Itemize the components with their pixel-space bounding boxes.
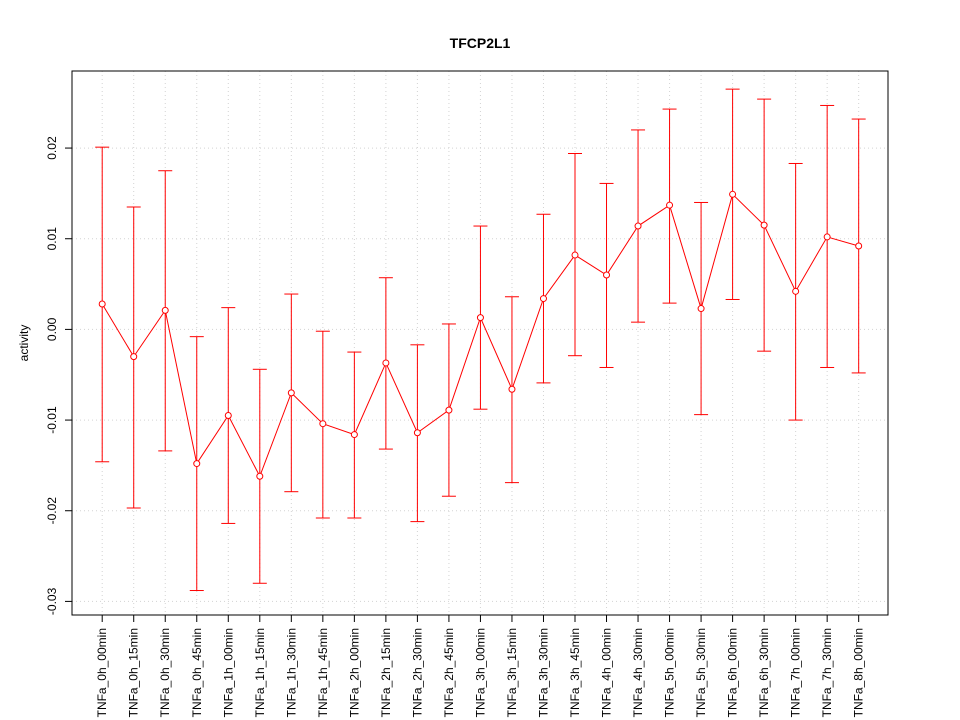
data-point xyxy=(539,295,547,303)
data-point xyxy=(729,190,737,198)
x-tick-label: TNFa_0h_00min xyxy=(95,628,109,717)
data-point xyxy=(413,429,421,437)
data-point xyxy=(256,472,264,480)
data-point xyxy=(571,251,579,259)
x-tick-label: TNFa_3h_15min xyxy=(505,628,519,717)
data-point xyxy=(130,353,138,361)
x-tick-label: TNFa_0h_15min xyxy=(127,628,141,717)
x-tick-label: TNFa_6h_00min xyxy=(726,628,740,717)
data-point xyxy=(224,412,232,420)
y-tick-label: 0.01 xyxy=(45,227,59,251)
x-tick-label: TNFa_2h_15min xyxy=(379,628,393,717)
x-tick-label: TNFa_2h_45min xyxy=(442,628,456,717)
axes: -0.03 -0.02 -0.01 0.00 0.01 0.02 TNFa_0h_00min… xyxy=(45,136,866,717)
x-tick-label: TNFa_2h_30min xyxy=(410,628,424,717)
x-tick-label: TNFa_7h_30min xyxy=(820,628,834,717)
x-tick-label: TNFa_5h_30min xyxy=(694,628,708,717)
data-point xyxy=(193,460,201,468)
data-point xyxy=(697,305,705,313)
x-tick-label: TNFa_1h_15min xyxy=(253,628,267,717)
data-point xyxy=(760,221,768,229)
y-axis-label: activity xyxy=(17,325,31,362)
x-tick-label: TNFa_0h_45min xyxy=(190,628,204,717)
x-tick-label: TNFa_0h_30min xyxy=(158,628,172,717)
x-tick-label: TNFa_3h_45min xyxy=(568,628,582,717)
x-tick-label: TNFa_1h_30min xyxy=(284,628,298,717)
x-tick-label: TNFa_3h_00min xyxy=(473,628,487,717)
data-point xyxy=(634,222,642,230)
x-tick-label: TNFa_1h_45min xyxy=(316,628,330,717)
data-point xyxy=(792,287,800,295)
data-series xyxy=(95,88,866,592)
data-point xyxy=(445,406,453,414)
plot-frame xyxy=(71,70,889,616)
x-tick-label: TNFa_5h_00min xyxy=(663,628,677,717)
data-point xyxy=(508,385,516,393)
data-point xyxy=(161,306,169,314)
y-tick-label: 0.00 xyxy=(45,317,59,341)
chart-title: TFCP2L1 xyxy=(450,35,511,51)
y-tick-label: -0.02 xyxy=(45,497,59,525)
data-point xyxy=(823,233,831,241)
x-tick-label: TNFa_6h_30min xyxy=(757,628,771,717)
x-tick-label: TNFa_4h_30min xyxy=(631,628,645,717)
x-tick-label: TNFa_2h_00min xyxy=(347,628,361,717)
x-tick-label: TNFa_7h_00min xyxy=(789,628,803,717)
x-tick-label: TNFa_4h_00min xyxy=(600,628,614,717)
x-tick-label: TNFa_8h_00min xyxy=(852,628,866,717)
data-point xyxy=(319,420,327,428)
y-tick-label: -0.03 xyxy=(45,587,59,615)
data-point xyxy=(350,431,358,439)
data-point xyxy=(382,359,390,367)
data-point xyxy=(287,389,295,397)
data-point xyxy=(98,300,106,308)
y-tick-label: 0.02 xyxy=(45,136,59,160)
data-point xyxy=(476,314,484,322)
data-point xyxy=(666,201,674,209)
data-point xyxy=(603,271,611,279)
y-tick-label: -0.01 xyxy=(45,406,59,434)
data-point xyxy=(855,242,863,250)
x-tick-label: TNFa_3h_30min xyxy=(536,628,550,717)
x-tick-label: TNFa_1h_00min xyxy=(221,628,235,717)
